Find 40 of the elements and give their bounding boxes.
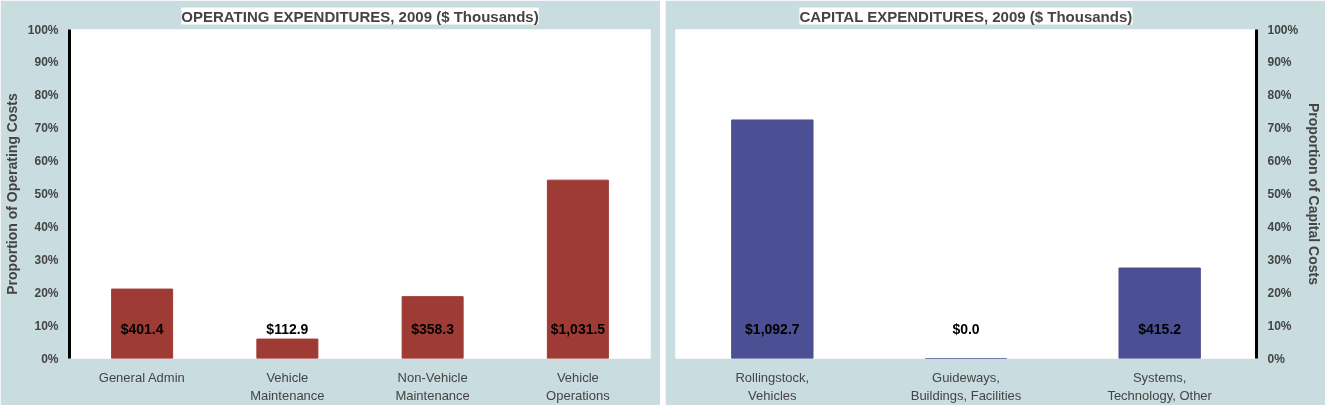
x-tick-label: Guideways, Buildings, Facilities	[910, 369, 1022, 403]
y2-tick-label: 50%	[1267, 187, 1292, 201]
y-tick-label: 70%	[34, 121, 59, 136]
chart-title: OPERATING EXPENDITURES, 2009 ($ Thousands)	[181, 7, 539, 25]
x-tick-label: Systems, Technology, Other	[1107, 369, 1213, 403]
y-tick-label: 40%	[34, 219, 59, 234]
chart-title: CAPITAL EXPENDITURES, 2009 ($ Thousands)	[799, 7, 1133, 25]
x-tick-label: Vehicle Maintenance	[250, 369, 325, 403]
y2-tick-label: 80%	[1267, 88, 1292, 103]
annotation: $1,031.5	[550, 320, 606, 337]
y2-tick-label: 60%	[1267, 154, 1292, 169]
y-tick-label: 80%	[34, 88, 59, 103]
y-tick-label: 90%	[34, 55, 59, 70]
y2-tick-label: 40%	[1267, 219, 1292, 234]
annotation: $358.3	[411, 320, 455, 337]
annotation: $401.4	[120, 320, 164, 337]
y2-tick-label: 100%	[1267, 22, 1299, 37]
x-tick-label: General Admin	[98, 369, 185, 385]
y2-tick-label: 10%	[1267, 318, 1292, 333]
y2-axis-title: Proportion of Capital Costs	[1306, 103, 1323, 286]
y-tick-label: 20%	[34, 285, 59, 300]
y-tick-label: 0%	[41, 351, 59, 366]
y-tick-label: 30%	[34, 252, 59, 267]
y2-tick-label: 20%	[1267, 285, 1292, 300]
y-tick-label: 10%	[34, 318, 59, 333]
annotation: $0.0	[952, 320, 980, 337]
annotation: $415.2	[1138, 320, 1182, 337]
y-tick-label: 60%	[34, 154, 59, 169]
annotation: $1,092.7	[745, 320, 800, 337]
annotation: $112.9	[266, 320, 309, 337]
y2-tick-label: 30%	[1267, 252, 1292, 267]
y-axis-title: Proportion of Operating Costs	[3, 93, 20, 295]
y2-tick-label: 70%	[1267, 121, 1292, 136]
y2-tick-label: 0%	[1267, 351, 1286, 366]
x-tick-label: Non-Vehicle Maintenance	[395, 369, 470, 403]
y-tick-label: 50%	[34, 187, 59, 201]
x-tick-label: Vehicle Operations	[546, 369, 611, 403]
y2-tick-label: 90%	[1267, 55, 1292, 70]
y-tick-label: 100%	[27, 22, 59, 37]
x-tick-label: Rollingstock, Vehicles	[735, 369, 810, 403]
